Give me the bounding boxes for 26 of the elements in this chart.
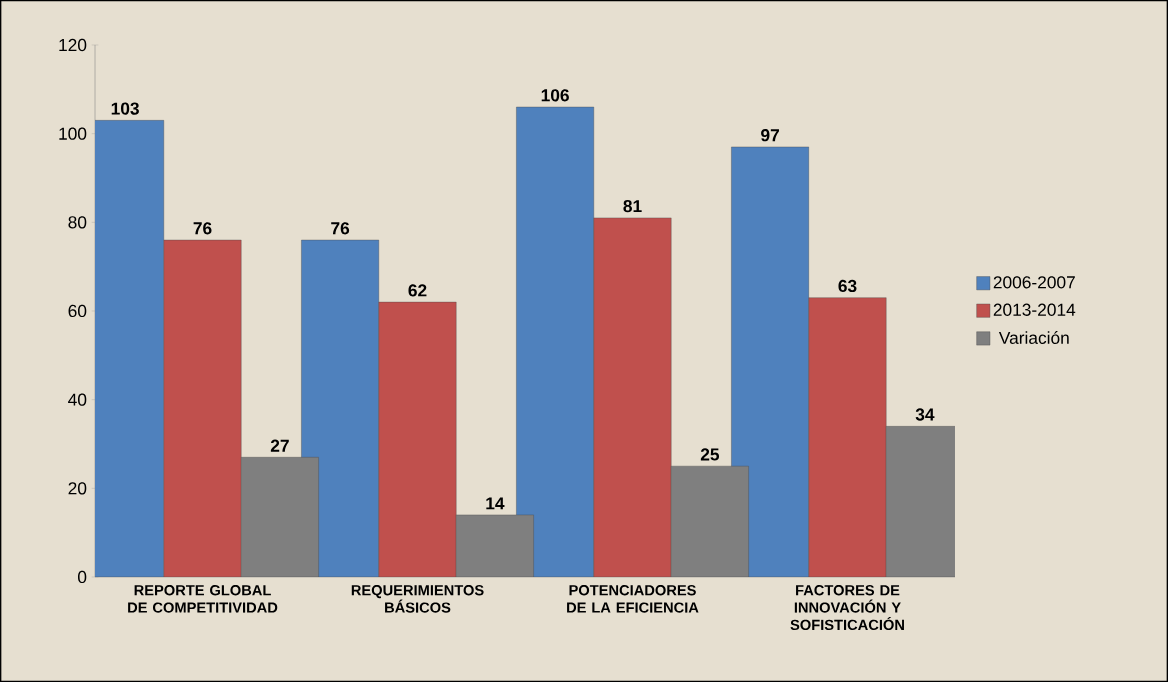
x-tick-label: FACTORES DE INNOVACIÓN Y SOFISTICACIÓN	[790, 585, 904, 631]
data-label: 97	[761, 129, 779, 142]
legend-label: 2013-2014	[993, 303, 1076, 316]
y-tick-label: 80	[68, 216, 87, 229]
y-tick-label: 40	[68, 393, 87, 406]
data-label: 14	[486, 497, 505, 510]
data-label: 76	[193, 222, 212, 235]
data-label: 63	[838, 279, 857, 293]
y-tick-label: 120	[59, 38, 87, 52]
y-tick-label: 20	[68, 482, 87, 495]
data-label: 81	[623, 200, 642, 213]
legend-label: 2006-2007	[993, 276, 1075, 289]
y-tick-label: 100	[59, 127, 87, 140]
data-label: 34	[915, 408, 935, 421]
y-tick-label: 0	[78, 570, 87, 584]
data-label: 76	[331, 222, 350, 235]
data-label: 62	[408, 284, 427, 297]
legend-label: Variación	[998, 331, 1069, 344]
data-label: 103	[111, 102, 139, 115]
x-tick-label: REQUERIMIENTOS BÁSICOS	[351, 585, 484, 613]
x-tick-label: POTENCIADORES DE LA EFICIENCIA	[567, 585, 699, 613]
data-label: 25	[700, 448, 720, 461]
data-label: 27	[270, 439, 289, 452]
data-label: 106	[541, 89, 569, 102]
x-tick-label: REPORTE GLOBAL DE COMPETITIVIDAD	[128, 585, 278, 613]
y-tick-label: 60	[68, 304, 87, 318]
